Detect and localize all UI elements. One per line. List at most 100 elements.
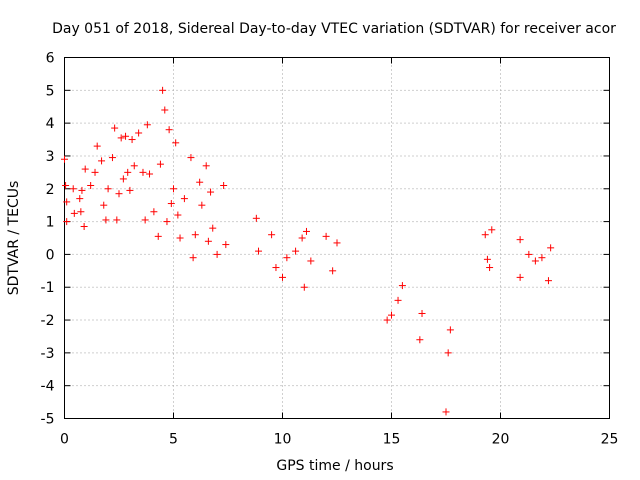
y-axis-label: SDTVAR / TECUs: [6, 181, 22, 296]
y-tick-label: -1: [41, 280, 55, 296]
data-point: [62, 181, 70, 189]
data-point: [128, 136, 136, 144]
data-point: [187, 154, 195, 162]
data-point: [191, 231, 199, 239]
data-point: [300, 283, 308, 291]
data-point: [176, 234, 184, 242]
data-point: [333, 239, 341, 247]
data-point: [268, 231, 276, 239]
data-point: [416, 336, 424, 344]
data-point: [198, 201, 206, 209]
data-point: [163, 218, 171, 226]
data-point: [156, 160, 164, 168]
data-point: [220, 181, 228, 189]
data-point: [516, 273, 524, 281]
data-point: [531, 257, 539, 265]
data-point: [91, 168, 99, 176]
plot-area-frame: [64, 57, 610, 419]
data-point: [159, 86, 167, 94]
data-point: [483, 255, 491, 263]
y-tick-label: -3: [41, 346, 55, 362]
data-point: [180, 195, 188, 203]
data-point: [81, 165, 89, 173]
data-point: [255, 247, 263, 255]
data-point: [98, 157, 106, 165]
data-point: [70, 209, 78, 217]
data-point: [141, 216, 149, 224]
data-point: [329, 267, 337, 275]
chart-title: Day 051 of 2018, Sidereal Day-to-day VTE…: [52, 21, 616, 37]
data-point: [167, 200, 175, 208]
y-tick-label: 0: [46, 247, 55, 263]
data-point: [122, 132, 130, 140]
data-point: [108, 154, 116, 162]
x-tick-label: 0: [60, 432, 69, 448]
data-point: [172, 139, 180, 147]
data-point: [113, 216, 121, 224]
y-tick-label: -2: [41, 313, 55, 329]
axis-ticks: 0 5 10 15 20 25 -5 -4 -3 -2 -1 0 1 2 3 4 5 6: [41, 51, 619, 448]
data-point: [279, 273, 286, 281]
data-points: [61, 86, 555, 416]
data-point: [77, 208, 85, 216]
data-point: [538, 254, 546, 262]
data-point: [126, 186, 134, 194]
x-tick-label: 25: [601, 432, 619, 448]
data-point: [525, 250, 533, 258]
data-point: [388, 311, 395, 319]
data-point: [139, 168, 147, 176]
data-point: [154, 232, 162, 240]
data-point: [418, 309, 426, 317]
y-tick-label: -4: [41, 379, 55, 395]
data-point: [165, 126, 173, 134]
data-point: [444, 349, 452, 357]
y-tick-label: 5: [46, 83, 55, 99]
data-point: [298, 234, 306, 242]
data-point: [196, 178, 204, 186]
data-point: [150, 208, 158, 216]
data-point: [207, 188, 215, 196]
data-point: [204, 237, 212, 245]
y-tick-label: 6: [46, 51, 55, 67]
y-tick-label: 3: [46, 149, 55, 165]
data-point: [146, 170, 154, 178]
data-point: [104, 185, 112, 193]
data-point: [322, 232, 330, 240]
data-point: [124, 168, 132, 176]
data-point: [63, 198, 71, 206]
data-point: [61, 155, 68, 163]
data-point: [78, 186, 86, 194]
y-tick-label: -5: [41, 412, 55, 428]
data-point: [486, 264, 494, 272]
data-point: [209, 224, 217, 232]
data-point: [544, 277, 552, 285]
data-point: [394, 296, 402, 304]
data-point: [119, 175, 127, 183]
data-point: [111, 124, 119, 132]
data-point: [272, 264, 280, 272]
data-point: [69, 185, 77, 193]
data-point: [80, 223, 88, 231]
x-tick-label: 5: [169, 432, 178, 448]
data-point: [130, 162, 138, 170]
data-point: [135, 129, 143, 137]
data-point: [292, 247, 300, 255]
data-point: [383, 316, 391, 324]
y-tick-label: 1: [46, 215, 55, 231]
data-point: [283, 254, 291, 262]
data-point: [202, 162, 210, 170]
data-point: [115, 190, 123, 198]
x-tick-label: 20: [492, 432, 510, 448]
data-point: [488, 226, 496, 234]
data-point: [76, 195, 84, 203]
data-point: [252, 214, 260, 222]
data-point: [143, 121, 151, 129]
data-point: [302, 227, 310, 235]
x-tick-label: 15: [383, 432, 401, 448]
data-point: [213, 250, 221, 258]
data-point: [481, 231, 489, 239]
data-point: [442, 408, 450, 416]
y-tick-label: 2: [46, 182, 55, 198]
data-point: [87, 181, 95, 189]
